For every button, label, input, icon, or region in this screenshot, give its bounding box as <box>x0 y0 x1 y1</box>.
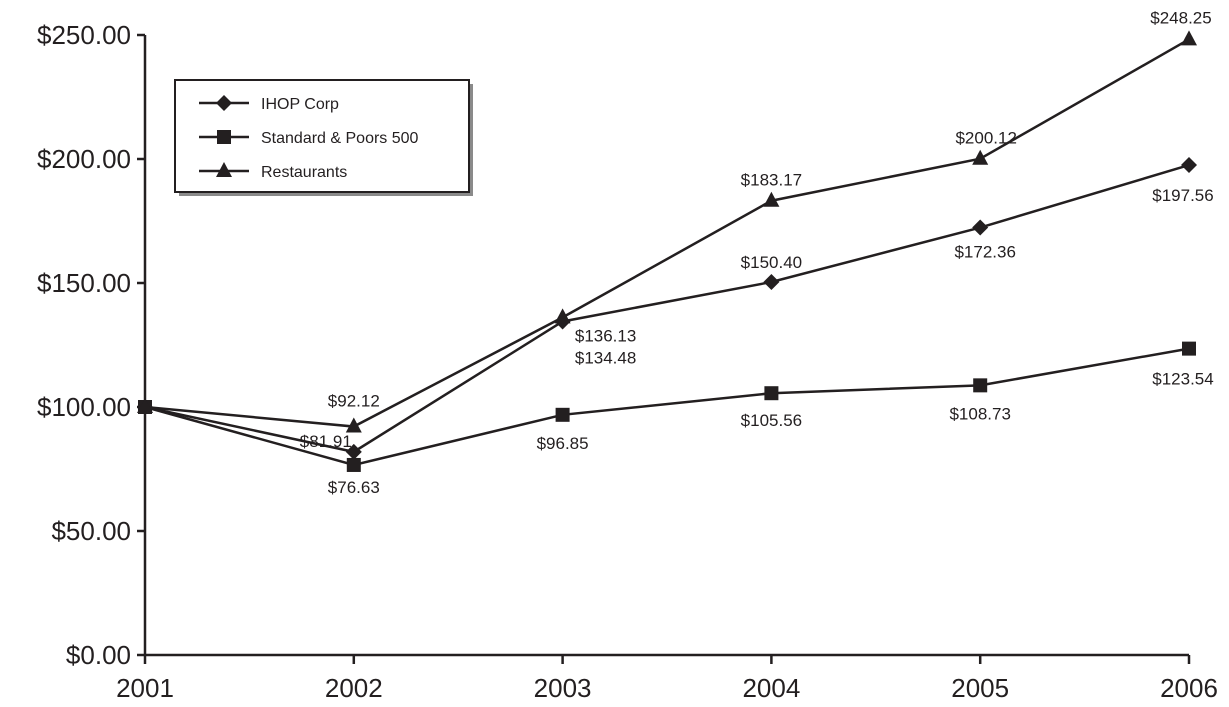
legend-marker-ihop-corp <box>216 95 232 111</box>
y-ticks: $0.00 $50.00 $100.00 $150.00 $200.00 $250.00 <box>37 20 145 670</box>
x-tick-label: 2006 <box>1160 673 1218 703</box>
series-lines <box>144 38 1190 467</box>
y-tick-label: $0.00 <box>66 640 131 670</box>
marker-restaurants <box>137 398 153 413</box>
data-label-standard-poors-500: $123.54 <box>1152 370 1213 389</box>
series-line-ihop-corp <box>144 163 1190 454</box>
data-label-standard-poors-500: $76.63 <box>328 478 380 497</box>
marker-ihop-corp <box>972 219 989 236</box>
data-label-ihop-corp: $150.40 <box>741 253 802 272</box>
marker-restaurants <box>972 149 989 165</box>
marker-ihop-corp <box>345 443 362 460</box>
data-label-standard-poors-500: $96.85 <box>537 434 589 453</box>
legend-label-restaurants: Restaurants <box>261 164 347 181</box>
x-tick-label: 2004 <box>742 673 800 703</box>
data-label-standard-poors-500: $108.73 <box>949 404 1010 423</box>
marker-standard-poors-500 <box>1182 341 1196 356</box>
data-labels: $81.91 $134.48 $150.40 $172.36 $197.56 $76.63… <box>300 8 1214 497</box>
x-tick-label: 2005 <box>951 673 1009 703</box>
data-label-restaurants: $248.25 <box>1150 8 1211 27</box>
marker-ihop-corp <box>1181 157 1197 174</box>
legend-label-ihop-corp: IHOP Corp <box>261 96 339 113</box>
marker-restaurants <box>1181 30 1197 46</box>
marker-restaurants <box>554 308 571 324</box>
legend-marker-restaurants <box>216 162 232 177</box>
y-tick-label: $200.00 <box>37 144 131 174</box>
data-label-restaurants: $200.12 <box>955 129 1016 148</box>
x-tick-label: 2003 <box>534 673 592 703</box>
marker-ihop-corp <box>763 274 780 291</box>
marker-restaurants <box>763 191 780 207</box>
x-ticks: 2001 2002 2003 2004 2005 2006 <box>116 655 1218 703</box>
legend-label-standard-poors-500: Standard & Poors 500 <box>261 130 419 147</box>
y-tick-label: $50.00 <box>51 516 131 546</box>
marker-standard-poors-500 <box>555 407 570 422</box>
data-label-ihop-corp: $81.91 <box>300 432 352 451</box>
data-label-restaurants: $183.17 <box>741 171 802 190</box>
x-tick-label: 2001 <box>116 673 174 703</box>
marker-standard-poors-500 <box>973 378 988 393</box>
data-label-restaurants: $136.13 <box>575 326 636 345</box>
legend-marker-standard-poors-500 <box>217 130 231 144</box>
data-label-ihop-corp: $134.48 <box>575 348 636 367</box>
axes <box>143 35 1189 657</box>
data-label-restaurants: $92.12 <box>328 392 380 411</box>
y-tick-label: $250.00 <box>37 20 131 50</box>
series-line-standard-poors-500 <box>144 347 1190 467</box>
y-tick-label: $150.00 <box>37 268 131 298</box>
data-label-ihop-corp: $172.36 <box>954 243 1015 262</box>
marker-standard-poors-500 <box>346 457 361 472</box>
x-tick-label: 2002 <box>325 673 383 703</box>
series-line-restaurants <box>144 38 1190 428</box>
legend: IHOP Corp Standard & Poors 500 Restaurants <box>174 79 473 196</box>
marker-restaurants <box>345 417 362 433</box>
series-markers <box>137 30 1197 472</box>
y-tick-label: $100.00 <box>37 392 131 422</box>
data-label-ihop-corp: $197.56 <box>1152 186 1213 205</box>
marker-standard-poors-500 <box>764 386 779 401</box>
data-label-standard-poors-500: $105.56 <box>741 411 802 430</box>
